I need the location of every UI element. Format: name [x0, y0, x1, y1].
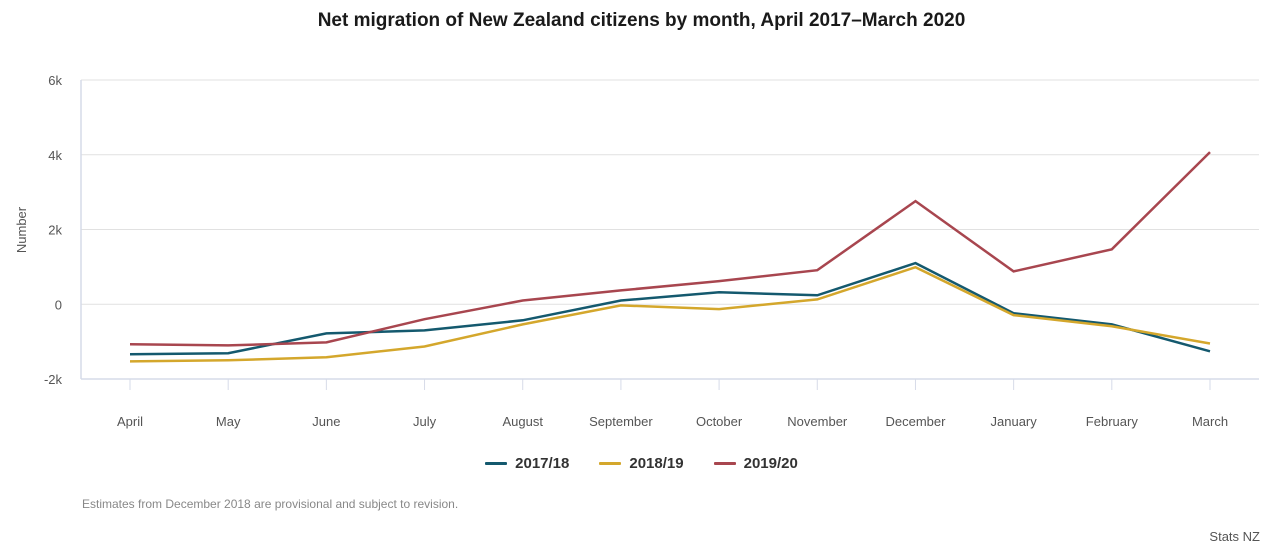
footnote: Estimates from December 2018 are provisi…	[82, 497, 459, 511]
x-tick-label: April	[117, 414, 143, 429]
legend-item-2018-19[interactable]: 2018/19	[599, 455, 684, 472]
legend-label-2019-20: 2019/20	[743, 455, 798, 472]
y-axis-title: Number	[14, 206, 29, 253]
legend-item-2017-18[interactable]: 2017/18	[485, 455, 569, 472]
y-tick-label: 4k	[48, 148, 62, 163]
x-tick-label: May	[216, 414, 241, 429]
series-lines	[129, 151, 1211, 363]
series-line-2019-20	[129, 151, 1211, 347]
y-tick-label: 0	[55, 297, 62, 312]
x-tick-labels: April May June July August September October No…	[117, 414, 1228, 429]
x-tick-label: July	[413, 414, 437, 429]
grid-lines	[81, 79, 1259, 305]
x-tick-label: June	[312, 414, 340, 429]
y-tick-labels: -2k 0 2k 4k 6k	[44, 73, 63, 387]
x-tick-label: October	[696, 414, 743, 429]
x-tick-label: March	[1192, 414, 1228, 429]
y-tick-label: -2k	[44, 372, 63, 387]
legend-label-2018-19: 2018/19	[629, 455, 684, 472]
x-tick-label: January	[991, 414, 1038, 429]
x-tick-label: November	[787, 414, 848, 429]
chart-title: Net migration of New Zealand citizens by…	[317, 10, 966, 31]
y-tick-label: 6k	[48, 73, 62, 88]
x-tick-label: February	[1086, 414, 1139, 429]
legend: 2017/18 2018/19 2019/20	[0, 455, 1283, 472]
line-chart: -2k 0 2k 4k 6k April May June July August Septemb…	[14, 73, 1259, 429]
x-tick-label: September	[589, 414, 653, 429]
x-tick-label: August	[502, 414, 543, 429]
y-tick-label: 2k	[48, 223, 62, 238]
x-tick-label: December	[885, 414, 946, 429]
series-line-2017-18	[129, 261, 1211, 356]
legend-swatch-2018-19	[599, 462, 622, 465]
legend-item-2019-20[interactable]: 2019/20	[713, 455, 798, 472]
source-credit: Stats NZ	[1209, 529, 1260, 544]
legend-swatch-2017-18	[485, 462, 508, 465]
series-line-2018-19	[129, 265, 1211, 363]
legend-swatch-2019-20	[713, 462, 736, 465]
axes	[80, 80, 1259, 390]
legend-label-2017-18: 2017/18	[515, 455, 570, 472]
